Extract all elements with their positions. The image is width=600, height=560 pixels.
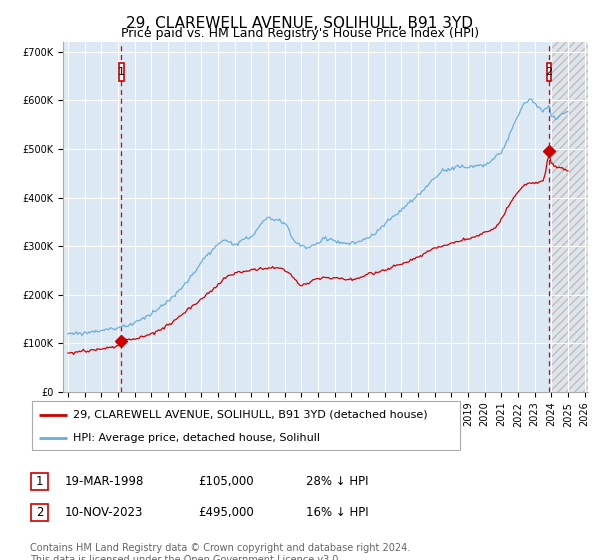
Text: 2: 2 xyxy=(36,506,43,519)
FancyBboxPatch shape xyxy=(32,402,460,450)
Text: 29, CLAREWELL AVENUE, SOLIHULL, B91 3YD: 29, CLAREWELL AVENUE, SOLIHULL, B91 3YD xyxy=(127,16,473,31)
Text: £495,000: £495,000 xyxy=(198,506,254,519)
Text: 19-MAR-1998: 19-MAR-1998 xyxy=(64,475,143,488)
Text: 29, CLAREWELL AVENUE, SOLIHULL, B91 3YD (detached house): 29, CLAREWELL AVENUE, SOLIHULL, B91 3YD … xyxy=(73,409,428,419)
FancyBboxPatch shape xyxy=(119,63,124,81)
Text: Price paid vs. HM Land Registry's House Price Index (HPI): Price paid vs. HM Land Registry's House … xyxy=(121,27,479,40)
FancyBboxPatch shape xyxy=(547,63,551,81)
FancyBboxPatch shape xyxy=(31,473,48,490)
Text: 16% ↓ HPI: 16% ↓ HPI xyxy=(306,506,368,519)
Bar xyxy=(551,42,596,392)
FancyBboxPatch shape xyxy=(31,504,48,521)
Text: £105,000: £105,000 xyxy=(198,475,254,488)
Text: 1: 1 xyxy=(118,67,125,77)
Text: 1: 1 xyxy=(36,475,43,488)
Text: 2: 2 xyxy=(545,67,553,77)
Text: HPI: Average price, detached house, Solihull: HPI: Average price, detached house, Soli… xyxy=(73,433,320,443)
Text: 28% ↓ HPI: 28% ↓ HPI xyxy=(306,475,368,488)
Text: 10-NOV-2023: 10-NOV-2023 xyxy=(64,506,143,519)
Text: Contains HM Land Registry data © Crown copyright and database right 2024.
This d: Contains HM Land Registry data © Crown c… xyxy=(30,543,410,560)
